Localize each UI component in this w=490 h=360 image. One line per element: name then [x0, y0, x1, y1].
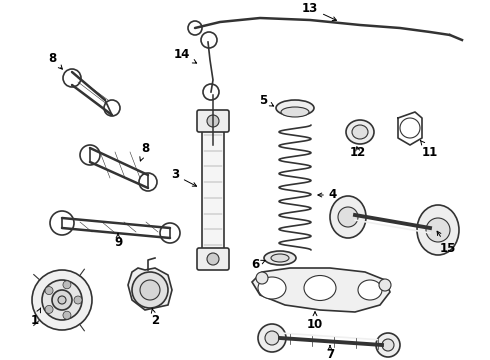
Circle shape — [256, 272, 268, 284]
Circle shape — [42, 280, 82, 320]
Text: 4: 4 — [318, 189, 337, 202]
Circle shape — [132, 272, 168, 308]
Circle shape — [258, 324, 286, 352]
Ellipse shape — [346, 120, 374, 144]
Bar — [202, 130, 224, 250]
Ellipse shape — [304, 275, 336, 301]
Text: 14: 14 — [174, 49, 196, 63]
Ellipse shape — [358, 280, 382, 300]
Circle shape — [45, 287, 53, 294]
Text: 13: 13 — [302, 1, 337, 21]
Circle shape — [45, 305, 53, 314]
Circle shape — [32, 270, 92, 330]
Polygon shape — [128, 268, 172, 310]
Text: 7: 7 — [326, 346, 334, 360]
Text: 5: 5 — [259, 94, 273, 107]
Text: 8: 8 — [48, 51, 62, 69]
Circle shape — [265, 331, 279, 345]
Circle shape — [63, 281, 71, 289]
Text: 2: 2 — [151, 308, 159, 327]
Circle shape — [376, 333, 400, 357]
Circle shape — [207, 253, 219, 265]
Ellipse shape — [352, 125, 368, 139]
Text: 10: 10 — [307, 312, 323, 332]
Circle shape — [207, 115, 219, 127]
Text: 6: 6 — [251, 258, 265, 271]
Text: 3: 3 — [171, 168, 196, 186]
FancyBboxPatch shape — [197, 248, 229, 270]
Polygon shape — [252, 268, 390, 312]
Circle shape — [74, 296, 82, 304]
Circle shape — [63, 311, 71, 319]
Text: 15: 15 — [437, 231, 456, 255]
Circle shape — [338, 207, 358, 227]
Ellipse shape — [417, 205, 459, 255]
Ellipse shape — [258, 277, 286, 299]
Circle shape — [140, 280, 160, 300]
Text: 8: 8 — [140, 141, 149, 161]
Ellipse shape — [271, 254, 289, 262]
Ellipse shape — [276, 100, 314, 116]
Circle shape — [52, 290, 72, 310]
Text: 12: 12 — [350, 145, 366, 158]
Text: 1: 1 — [31, 308, 41, 327]
Circle shape — [58, 296, 66, 304]
Ellipse shape — [330, 196, 366, 238]
Text: 9: 9 — [114, 234, 122, 249]
Circle shape — [379, 279, 391, 291]
Circle shape — [382, 339, 394, 351]
Circle shape — [426, 218, 450, 242]
FancyBboxPatch shape — [197, 110, 229, 132]
Text: 11: 11 — [420, 140, 438, 158]
Ellipse shape — [281, 107, 309, 117]
Ellipse shape — [264, 251, 296, 265]
